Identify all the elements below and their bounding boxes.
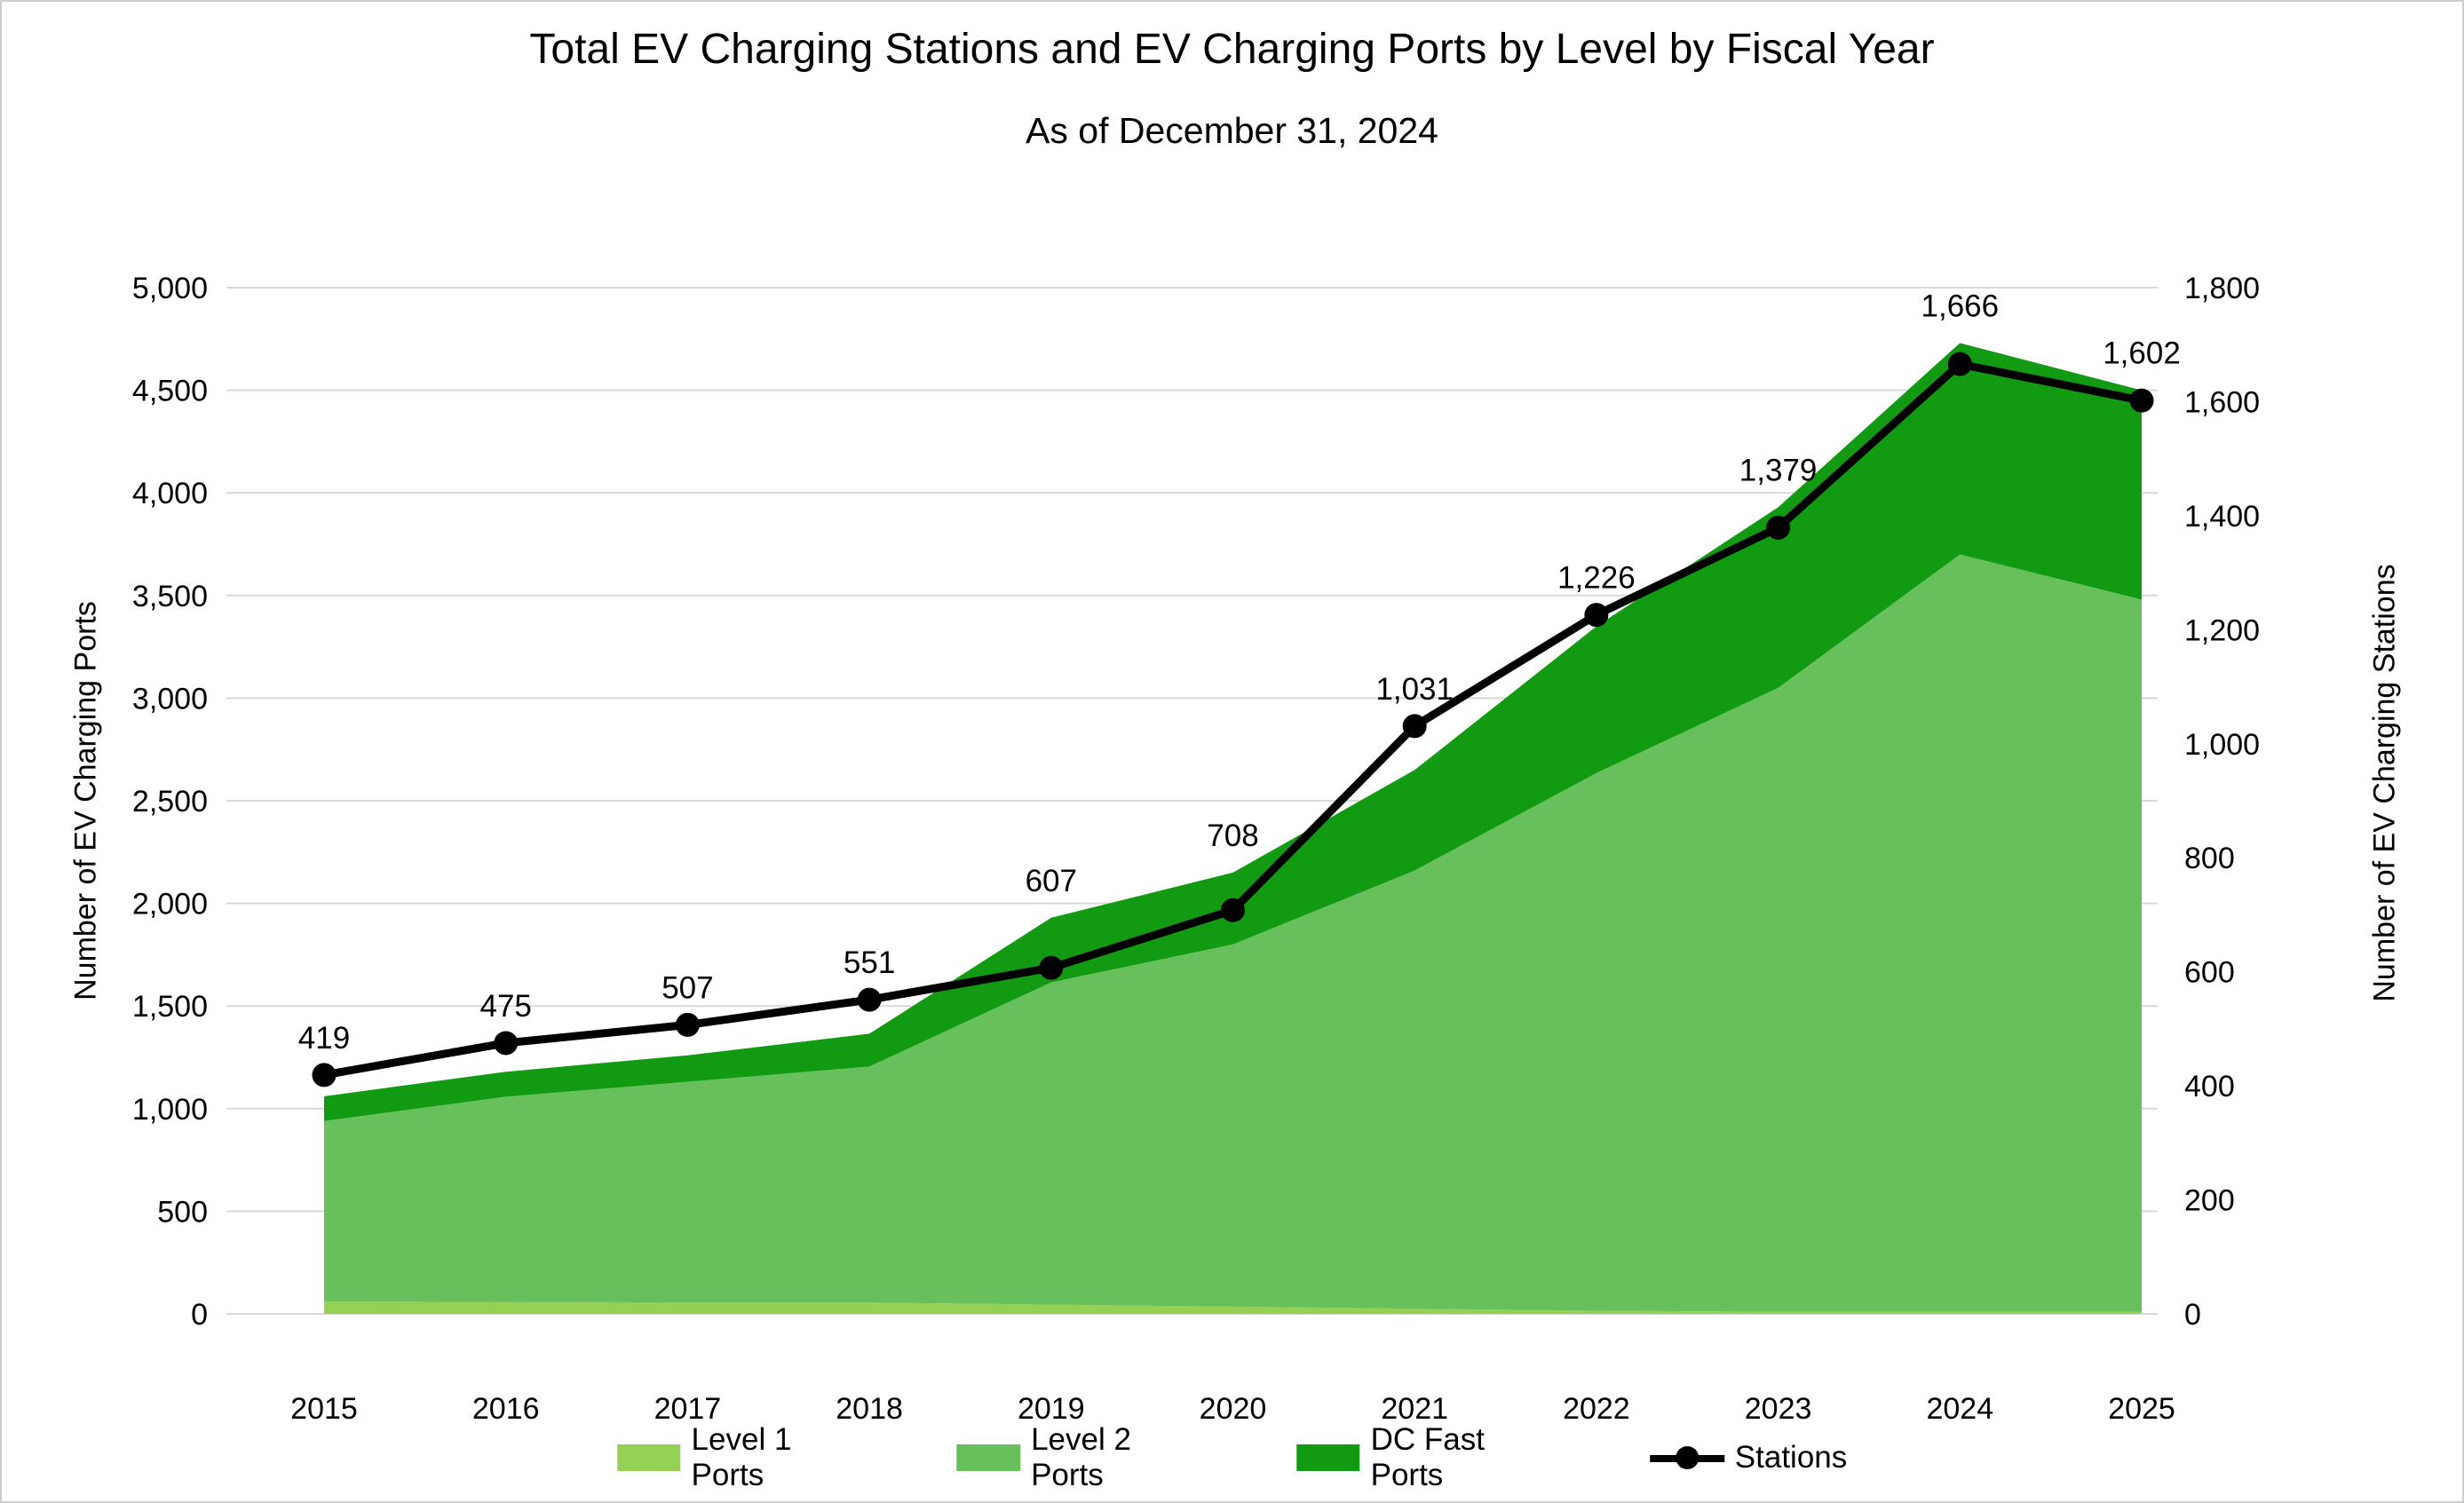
legend-item-level-2-ports: Level 2 Ports [956, 1422, 1212, 1493]
x-axis-tick-label: 2023 [1745, 1392, 1812, 1426]
stations-data-label: 1,602 [2103, 336, 2181, 371]
right-axis-tick-label: 800 [2184, 842, 2235, 875]
right-axis-tick-label: 1,600 [2184, 385, 2260, 419]
right-axis-tick-label: 1,000 [2184, 728, 2260, 762]
left-axis-tick-label: 3,000 [132, 682, 208, 716]
x-axis-tick-label: 2018 [836, 1392, 903, 1426]
stations-data-label: 1,666 [1921, 289, 2000, 323]
x-axis-tick-label: 2025 [2108, 1392, 2175, 1426]
x-axis-tick-label: 2017 [654, 1392, 722, 1426]
right-axis-tick-label: 400 [2184, 1070, 2235, 1104]
stations-marker [494, 1031, 519, 1056]
x-axis-tick-label: 2021 [1381, 1392, 1448, 1426]
left-axis-tick-label: 2,000 [132, 888, 208, 922]
area-dc-fast-ports [324, 343, 2142, 1121]
right-axis-tick-label: 200 [2184, 1184, 2235, 1218]
left-axis-tick-label: 2,500 [132, 785, 208, 819]
stations-marker [1766, 515, 1791, 540]
chart-title: Total EV Charging Stations and EV Chargi… [529, 26, 1935, 73]
stations-data-label: 708 [1207, 819, 1258, 853]
legend-item-stations: Stations [1649, 1440, 1848, 1475]
chart-legend: Level 1 Ports Level 2 Ports DC Fast Ports S… [616, 1422, 1848, 1493]
legend-label: Level 2 Ports [1031, 1422, 1131, 1492]
x-axis-tick-label: 2015 [290, 1392, 358, 1426]
stations-data-label: 551 [844, 945, 895, 980]
stations-data-label: 475 [479, 989, 531, 1024]
right-axis-tick-label: 1,400 [2184, 500, 2260, 534]
legend-label: Level 1 Ports [691, 1422, 792, 1492]
stations-marker [1947, 352, 1972, 376]
x-axis-tick-label: 2016 [472, 1392, 540, 1426]
stations-marker [2129, 388, 2154, 413]
legend-item-level-1-ports: Level 1 Ports [616, 1422, 873, 1493]
left-axis-tick-label: 0 [191, 1298, 208, 1332]
right-axis-tick-label: 1,800 [2184, 272, 2260, 305]
left-axis-tick-label: 500 [157, 1195, 208, 1229]
area-level-2-ports [324, 554, 2142, 1312]
right-axis-tick-label: 0 [2184, 1298, 2201, 1332]
left-axis-tick-label: 1,000 [132, 1093, 208, 1127]
legend-swatch-icon [956, 1444, 1021, 1471]
legend-label: DC Fast Ports [1370, 1422, 1485, 1492]
stations-marker [1402, 714, 1427, 739]
stations-data-label: 419 [298, 1021, 350, 1056]
stations-data-label: 1,226 [1557, 561, 1636, 596]
left-axis-tick-label: 4,500 [132, 375, 208, 408]
chart-subtitle: As of December 31, 2024 [1026, 110, 1438, 151]
stations-marker [1584, 603, 1609, 628]
legend-item-dc-fast-ports: DC Fast Ports [1295, 1422, 1565, 1493]
x-axis-tick-label: 2020 [1200, 1392, 1267, 1426]
stations-data-label: 607 [1026, 864, 1077, 898]
stations-marker [857, 987, 882, 1012]
x-axis-tick-label: 2024 [1926, 1392, 1993, 1426]
legend-swatch-icon [616, 1444, 681, 1471]
legend-swatch-icon [1295, 1444, 1360, 1471]
stations-data-label: 507 [662, 970, 713, 1005]
right-axis-tick-label: 600 [2184, 956, 2235, 990]
stations-data-label: 1,031 [1375, 672, 1454, 707]
left-axis-tick-label: 3,500 [132, 580, 208, 613]
stations-marker [312, 1063, 337, 1088]
left-axis-tick-label: 1,500 [132, 990, 208, 1024]
left-axis-tick-label: 4,000 [132, 477, 208, 510]
area-level-1-ports [324, 1301, 2142, 1314]
stations-marker [1221, 898, 1245, 922]
legend-label: Stations [1734, 1440, 1848, 1475]
left-axis-tick-label: 5,000 [132, 272, 208, 305]
legend-line-marker-icon [1649, 1444, 1724, 1471]
right-axis-tick-label: 1,200 [2184, 613, 2260, 647]
stations-marker [675, 1012, 700, 1037]
stations-data-label: 1,379 [1739, 453, 1818, 487]
x-axis-tick-label: 2022 [1563, 1392, 1630, 1426]
x-axis-tick-label: 2019 [1018, 1392, 1085, 1426]
stations-marker [1039, 955, 1064, 980]
